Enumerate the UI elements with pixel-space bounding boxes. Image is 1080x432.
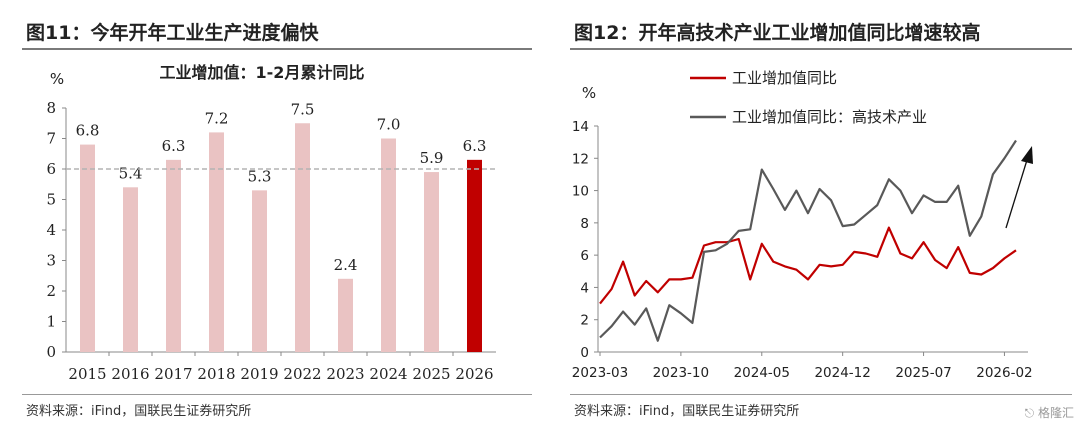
y-tick-label: 1 <box>46 313 56 331</box>
y-tick-label: 5 <box>46 191 56 209</box>
right-figure-panel: 图12：开年高技术产业工业增加值同比增速较高 % 0 2 4 6 8 10 12 14 2023-… <box>548 0 1080 432</box>
x-tick-label: 2024 <box>369 365 407 383</box>
y-tick-label: 10 <box>572 184 589 200</box>
bar <box>166 159 181 352</box>
legend-label-2: 工业增加值同比：高技术产业 <box>732 108 927 126</box>
right-bottom-rule <box>570 394 1072 395</box>
bar <box>338 278 353 352</box>
x-tick-label: 2024-12 <box>814 365 870 381</box>
y-tick-label: 4 <box>580 280 589 296</box>
x-tick-label: 2025-07 <box>895 365 951 381</box>
line-chart: % 0 2 4 6 8 10 12 14 2023-03 2023-10 2024-05 2024-12… <box>572 69 1033 381</box>
y-tick-label: 6 <box>580 248 589 264</box>
y-tick-label: 14 <box>572 119 589 135</box>
y-tick-label: 8 <box>580 216 589 232</box>
bar-value-label: 7.5 <box>291 100 315 118</box>
bar-value-label: 7.2 <box>205 109 229 127</box>
bar <box>295 123 310 352</box>
bar <box>381 138 396 352</box>
bar-value-label: 5.9 <box>420 149 444 167</box>
y-axis-unit: % <box>50 70 64 88</box>
bar <box>123 187 138 352</box>
bar <box>80 144 95 352</box>
y-axis-unit: % <box>582 84 596 102</box>
bar <box>252 190 267 352</box>
bar-value-label: 6.3 <box>463 137 487 155</box>
x-tick-label: 2023-03 <box>572 365 628 381</box>
left-bottom-rule <box>22 394 532 395</box>
x-tick-label: 2022 <box>283 365 321 383</box>
y-tick-label: 8 <box>46 99 56 117</box>
bar-value-label: 5.3 <box>248 167 272 185</box>
y-tick-label: 4 <box>46 221 56 239</box>
x-tick-label: 2017 <box>154 365 192 383</box>
x-tick-label: 2019 <box>240 365 278 383</box>
y-tick-label: 0 <box>46 343 56 361</box>
bar-value-label: 5.4 <box>119 164 143 182</box>
y-tick-label: 7 <box>46 130 56 148</box>
x-tick-label: 2016 <box>111 365 149 383</box>
bar <box>467 159 482 352</box>
bar-value-label: 6.3 <box>162 137 186 155</box>
watermark-logo: ⎋ 格隆汇 <box>1024 406 1074 420</box>
y-tick-label: 3 <box>46 252 56 270</box>
bar-chart: 工业增加值：1-2月累计同比% 0 1 2 3 4 5 6 7 8 6.8 2015 5.4 2016 6.… <box>46 63 496 383</box>
y-tick-label: 12 <box>572 151 589 167</box>
trend-arrow-head <box>1021 146 1033 164</box>
x-tick-label: 2015 <box>68 365 106 383</box>
chart-title: 工业增加值：1-2月累计同比 <box>160 63 365 82</box>
right-figure-title: 图12：开年高技术产业工业增加值同比增速较高 <box>574 22 981 44</box>
left-source-note: 资料来源：iFind，国联民生证券研究所 <box>26 404 252 419</box>
legend-label-1: 工业增加值同比 <box>732 69 837 87</box>
right-title-rule <box>570 48 1072 50</box>
x-tick-label: 2018 <box>197 365 235 383</box>
x-tick-label: 2026-02 <box>976 365 1032 381</box>
right-source-note: 资料来源：iFind，国联民生证券研究所 <box>574 404 800 419</box>
x-tick-label: 2024-05 <box>734 365 790 381</box>
bar-value-label: 7.0 <box>377 116 401 134</box>
y-tick-label: 2 <box>580 313 589 329</box>
bar-value-label: 2.4 <box>334 256 358 274</box>
bar-value-label: 6.8 <box>76 122 100 140</box>
left-figure-title: 图11：今年开年工业生产进度偏快 <box>26 22 319 44</box>
series-line-2 <box>599 139 1017 342</box>
left-title-rule <box>22 48 532 50</box>
bar <box>209 132 224 352</box>
bar <box>424 172 439 352</box>
y-tick-label: 0 <box>580 345 589 361</box>
y-tick-label: 6 <box>46 160 56 178</box>
watermark-text: 格隆汇 <box>1037 406 1074 420</box>
y-tick-label: 2 <box>46 282 56 300</box>
trend-arrow-shaft <box>1005 159 1028 229</box>
x-tick-label: 2023-10 <box>653 365 709 381</box>
left-figure-panel: 图11：今年开年工业生产进度偏快 工业增加值：1-2月累计同比% 0 1 2 3 4 5 6 7… <box>22 22 532 419</box>
x-tick-label: 2023 <box>326 365 364 383</box>
x-tick-label: 2026 <box>455 365 493 383</box>
x-tick-label: 2025 <box>412 365 450 383</box>
series-line-1 <box>599 226 1017 305</box>
